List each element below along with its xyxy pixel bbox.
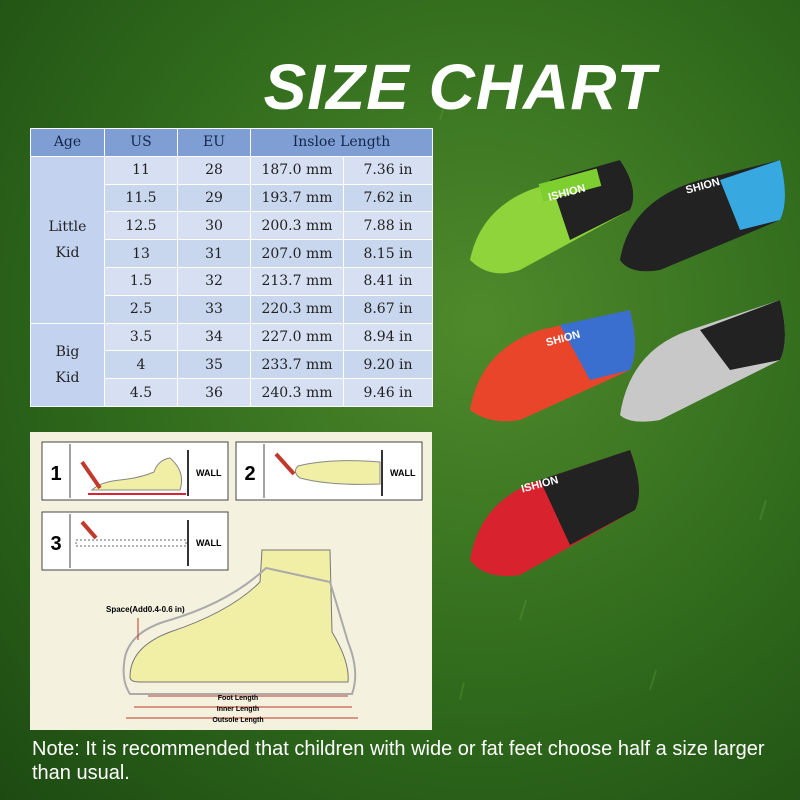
age-cell: Little Kid	[30, 155, 105, 324]
pen	[80, 520, 98, 540]
table-cell: 13	[104, 239, 178, 268]
outsole-length-label: Outsole Length	[212, 717, 263, 724]
table-cell: 8.41 in	[342, 266, 434, 296]
table-cell: 227.0 mm	[250, 322, 344, 352]
shoe-outline	[122, 566, 357, 695]
table-cell: 207.0 mm	[250, 239, 344, 268]
space-label: Space(Add0.4-0.6 in)	[106, 605, 185, 614]
shoes: ISHION SHION SHION ISHION	[470, 160, 785, 576]
table-cell: 3.5	[104, 322, 178, 352]
table-row: 12.5 30 200.3 mm 7.88 in	[31, 211, 434, 241]
table-cell: 1.5	[104, 266, 178, 296]
step-number: 2	[244, 463, 255, 485]
shoe: SHION	[620, 160, 785, 272]
step-box	[41, 441, 229, 501]
age-label: Kid	[55, 244, 80, 261]
table-cell: 8.67 in	[342, 294, 434, 324]
age-label: Big	[55, 343, 80, 360]
shoe: SHION	[470, 310, 635, 422]
table-body: Little Kid 11 28 187.0 mm 7.36 in 11.5 29 193.7 …	[30, 155, 434, 407]
pen	[274, 452, 296, 476]
pen	[80, 460, 102, 490]
table-cell: 213.7 mm	[250, 266, 344, 296]
header-cell: EU	[177, 128, 251, 157]
table-cell: 8.15 in	[342, 239, 434, 268]
wall-label: WALL	[390, 468, 416, 478]
table-cell: 8.94 in	[342, 322, 434, 352]
table-cell: 33	[177, 294, 251, 324]
wall-label: WALL	[196, 538, 222, 548]
table-row: 1.5 32 213.7 mm 8.41 in	[31, 266, 434, 296]
table-cell: 36	[177, 378, 251, 407]
table-row: 13 31 207.0 mm 8.15 in	[31, 239, 434, 268]
table-cell: 11.5	[104, 183, 178, 213]
table-cell: 187.0 mm	[250, 155, 344, 185]
age-cell: Big Kid	[30, 322, 105, 407]
measure-panel: 1 WALL 2 WALL 3 WALL Space(Add0.4-0.6 in…	[30, 432, 432, 730]
table-cell: 240.3 mm	[250, 378, 344, 407]
shoe	[620, 300, 785, 422]
foot	[129, 549, 349, 683]
table-cell: 4	[104, 350, 178, 380]
header-row: Age US EU Insloe Length	[30, 128, 434, 157]
measure-diagram: 1 WALL 2 WALL 3 WALL Space(Add0.4-0.6 in…	[41, 441, 423, 724]
age-label: Little	[48, 218, 87, 235]
ruler	[75, 539, 187, 547]
table-row: 4.5 36 240.3 mm 9.46 in	[31, 378, 434, 407]
shoe: ISHION	[470, 450, 639, 576]
header-cell: Insloe Length	[249, 128, 434, 157]
title: SIZE CHART	[263, 51, 657, 123]
note: Note: It is recommended that children wi…	[32, 738, 765, 784]
foot-icon	[90, 457, 183, 491]
shoe: ISHION	[470, 160, 634, 274]
table-cell: 35	[177, 350, 251, 380]
table-cell: 29	[177, 183, 251, 213]
table-row: 2.5 33 220.3 mm 8.67 in	[31, 294, 434, 324]
table-cell: 12.5	[104, 211, 178, 241]
table-cell: 2.5	[104, 294, 178, 324]
age-label: Kid	[55, 369, 80, 386]
table-cell: 34	[177, 322, 251, 352]
table-row: Little Kid 11 28 187.0 mm 7.36 in	[30, 155, 434, 324]
table-row: 11.5 29 193.7 mm 7.62 in	[31, 183, 434, 213]
wall-label: WALL	[196, 468, 222, 478]
table-cell: 30	[177, 211, 251, 241]
table-cell: 220.3 mm	[250, 294, 344, 324]
table-cell: 7.62 in	[342, 183, 434, 213]
inner-length-label: Inner Length	[217, 706, 259, 713]
table-cell: 7.36 in	[342, 155, 434, 185]
table-cell: 9.46 in	[342, 378, 434, 407]
foot-length-label: Foot Length	[218, 695, 258, 702]
table-cell: 7.88 in	[342, 211, 434, 241]
table-row: Big Kid 3.5 34 227.0 mm 8.94 in	[30, 322, 434, 407]
foot-icon	[294, 460, 381, 485]
step-number: 1	[50, 463, 61, 485]
table-cell: 233.7 mm	[250, 350, 344, 380]
step-number: 3	[50, 533, 61, 555]
header-cell: Age	[30, 128, 105, 157]
table-cell: 31	[177, 239, 251, 268]
header-cell: US	[104, 128, 178, 157]
table-cell: 32	[177, 266, 251, 296]
table-cell: 28	[177, 155, 251, 185]
table-cell: 200.3 mm	[250, 211, 344, 241]
table-cell: 193.7 mm	[250, 183, 344, 213]
table-cell: 11	[104, 155, 178, 185]
size-table: Age US EU Insloe Length Little Kid 11 28 187.0 …	[30, 128, 434, 407]
table-cell: 4.5	[104, 378, 178, 407]
table-cell: 9.20 in	[342, 350, 434, 380]
